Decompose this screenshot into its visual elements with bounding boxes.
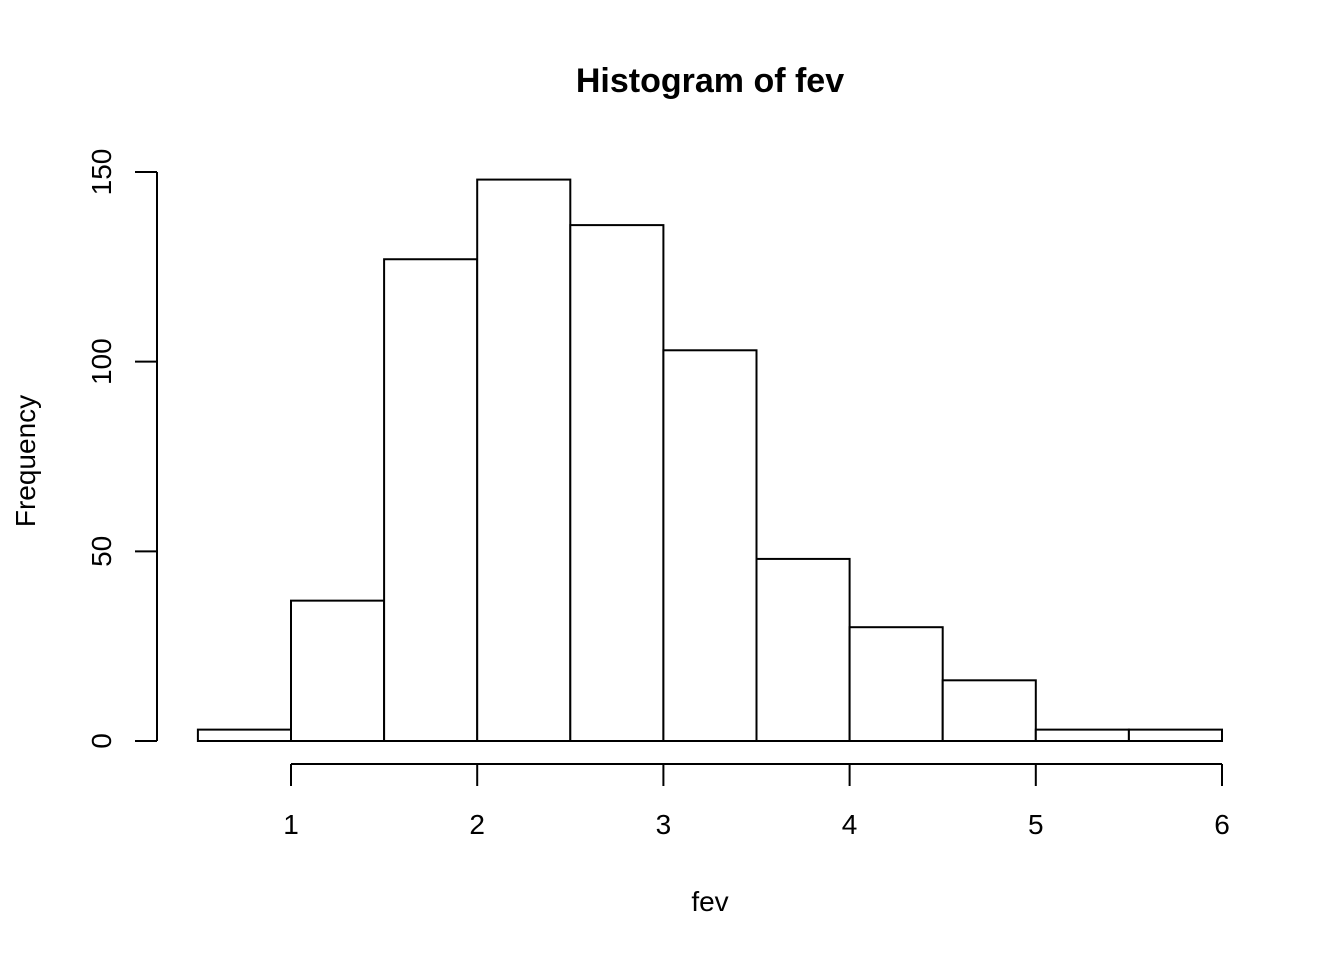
histogram-bar [290,599,386,742]
histogram-bar [941,679,1037,742]
x-tick-label: 1 [283,809,299,840]
histogram-bar [755,557,851,742]
x-axis: 1 2 3 4 5 6 [283,763,1230,840]
x-tick-label: 2 [469,809,485,840]
x-tick-label: 5 [1028,809,1044,840]
histogram-bar [196,728,292,742]
histogram-bar [383,258,479,742]
bars-group [196,178,1224,743]
y-tick-label: 50 [86,536,117,567]
histogram-bar [476,178,572,742]
x-axis-label: fev [691,886,728,917]
x-tick-label: 6 [1214,809,1230,840]
y-tick-label: 0 [86,733,117,749]
y-tick-label: 150 [86,149,117,196]
chart-title: Histogram of fev [576,62,844,100]
y-tick-label: 100 [86,338,117,385]
histogram-bar [848,626,944,743]
histogram-bar [1127,728,1224,742]
histogram-bar [1034,728,1130,742]
y-axis: 0 50 100 150 [86,149,158,749]
histogram-bar [662,349,758,742]
y-axis-label: Frequency [10,395,41,527]
histogram-bar [569,224,665,742]
x-tick-label: 4 [842,809,858,840]
x-tick-label: 3 [656,809,672,840]
